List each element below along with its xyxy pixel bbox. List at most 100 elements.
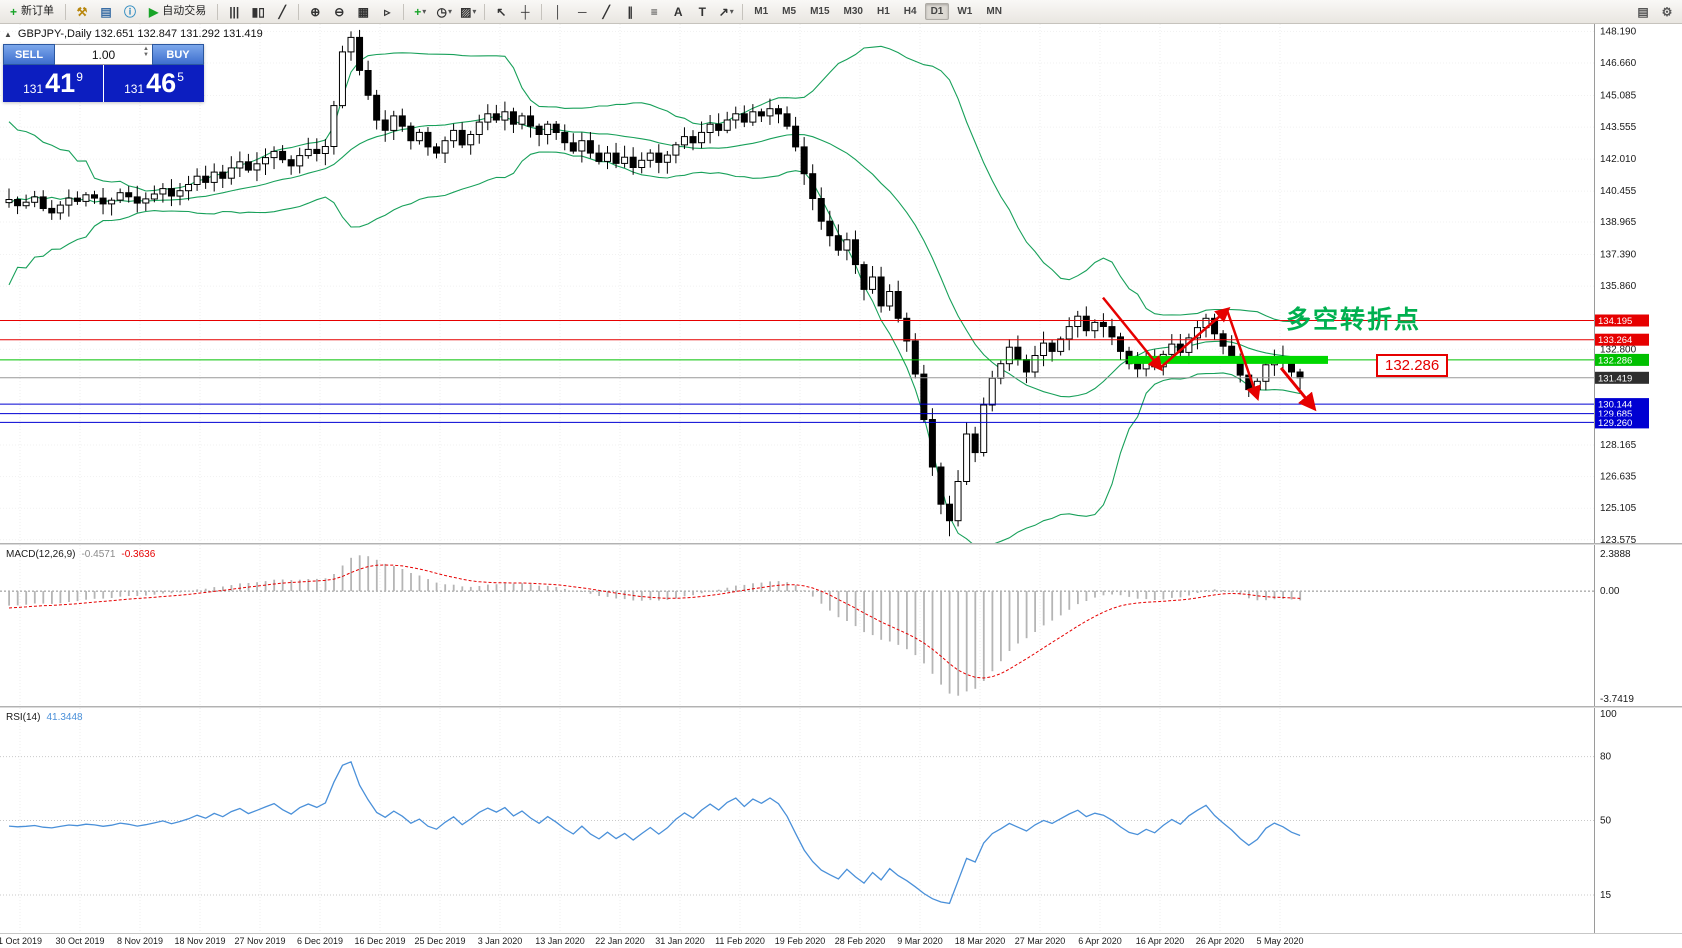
svg-text:100: 100 xyxy=(1600,709,1617,720)
svg-text:133.264: 133.264 xyxy=(1598,335,1632,346)
axis-price-tag[interactable] xyxy=(1595,333,1649,346)
chart-title-row: ▲ GBPJPY-,Daily 132.651 132.847 131.292 … xyxy=(4,28,263,40)
candlestick-chart-icon[interactable]: ▮▯ xyxy=(251,4,265,19)
toolbar-separator xyxy=(65,3,67,20)
pane-divider[interactable] xyxy=(0,543,1682,545)
pane-divider[interactable] xyxy=(0,706,1682,708)
timeframe-h4-button[interactable]: H4 xyxy=(903,6,917,17)
svg-text:137.390: 137.390 xyxy=(1600,249,1637,260)
svg-text:132.286: 132.286 xyxy=(1598,355,1632,366)
sell-price[interactable]: 131 41 9 xyxy=(3,65,103,102)
price-axis: 148.190 146.660 145.085 143.555 142.010 140.4… xyxy=(1594,24,1649,543)
volume-down-icon[interactable]: ▼ xyxy=(143,52,149,58)
chart-annotation-text: 多空转折点 xyxy=(1286,306,1422,334)
timeframe-m15-button[interactable]: M15 xyxy=(810,6,830,17)
text-icon[interactable]: A xyxy=(673,4,683,19)
buy-button[interactable]: BUY xyxy=(152,44,204,65)
time-axis-label: 25 Dec 2019 xyxy=(414,936,466,946)
timeframe-m30-button[interactable]: M30 xyxy=(843,6,863,17)
line-chart-icon[interactable]: ╱ xyxy=(278,4,286,19)
time-axis-label: 16 Apr 2020 xyxy=(1135,936,1185,946)
buy-price[interactable]: 131 46 5 xyxy=(104,65,204,102)
horizontal-lines xyxy=(0,319,1594,423)
grid xyxy=(19,545,1281,706)
timeframe-mn-button[interactable]: MN xyxy=(986,6,1002,17)
axis-price-tag[interactable] xyxy=(1595,353,1649,366)
chart-title: GBPJPY-,Daily 132.651 132.847 131.292 13… xyxy=(17,28,263,40)
text-label-icon[interactable]: T xyxy=(698,4,706,19)
periods-icon[interactable]: ◷ ▾ xyxy=(436,4,453,19)
timeframe-h1-button[interactable]: H1 xyxy=(876,6,890,17)
new-order-button[interactable]: + 新订单 xyxy=(10,4,55,19)
grid xyxy=(0,24,1594,543)
time-axis-label: 18 Mar 2020 xyxy=(954,936,1006,946)
trendline-icon[interactable]: ╱ xyxy=(602,4,610,19)
support-zone-highlight[interactable] xyxy=(1128,355,1328,364)
toolbar: + 新订单 ⚒ ▤ ⓘ ▶ 自动交易 ||| ▮▯ ╱ ⊕ ⊖ ▦ ▹ + ▾ ◷ ▾ ▨ ▾ ↖ ┼ │ ─ ╱ ∥ ≡ A T ↗ ▾ M… xyxy=(0,0,1682,24)
time-axis-label: 19 Feb 2020 xyxy=(774,936,826,946)
toolbar-separator xyxy=(742,3,744,20)
time-axis-label: 1 Oct 2019 xyxy=(0,936,43,946)
templates-icon[interactable]: ▨ ▾ xyxy=(460,4,477,19)
axis-price-tag[interactable] xyxy=(1595,398,1649,411)
time-axis-label: 6 Dec 2019 xyxy=(296,936,344,946)
chart-area: 148.190 146.660 145.085 143.555 142.010 140.4… xyxy=(0,24,1682,948)
svg-text:143.555: 143.555 xyxy=(1600,122,1637,133)
svg-text:0.00: 0.00 xyxy=(1600,586,1620,597)
axis-price-tag[interactable] xyxy=(1595,314,1649,327)
time-axis-label: 5 May 2020 xyxy=(1256,936,1304,946)
tile-windows-icon[interactable]: ▦ xyxy=(357,4,369,19)
settings-icon[interactable]: ⚙ xyxy=(1661,4,1673,19)
vertical-line-icon[interactable]: │ xyxy=(554,4,563,19)
volume-up-icon[interactable]: ▲ xyxy=(143,46,149,52)
price-chart-svg: 148.190 146.660 145.085 143.555 142.010 140.4… xyxy=(0,24,1649,543)
timeframe-w1-button[interactable]: W1 xyxy=(957,6,973,17)
print-preview-icon[interactable]: ▤ xyxy=(1637,4,1649,19)
one-click-collapse-icon[interactable]: ▲ xyxy=(4,29,12,39)
arrows-icon[interactable]: ↗ ▾ xyxy=(718,4,734,19)
price-level-label: 132.286 xyxy=(1376,354,1449,377)
svg-text:138.965: 138.965 xyxy=(1600,217,1637,228)
rsi-axis: 100 80 50 15 xyxy=(1594,708,1617,933)
timeframe-m5-button[interactable]: M5 xyxy=(782,6,797,17)
timeframe-d1-button[interactable]: D1 xyxy=(924,3,950,20)
strategy-tester-icon[interactable]: ▤ xyxy=(100,4,112,19)
time-axis-label: 27 Mar 2020 xyxy=(1014,936,1066,946)
indicators-icon[interactable]: + ▾ xyxy=(414,4,427,19)
channel-icon[interactable]: ∥ xyxy=(627,4,634,19)
time-axis-label: 11 Feb 2020 xyxy=(715,936,765,946)
rsi-line xyxy=(8,760,1301,905)
time-axis-label: 28 Feb 2020 xyxy=(834,936,886,946)
macd-signal-line xyxy=(8,564,1301,679)
crosshair-icon[interactable]: ┼ xyxy=(520,4,530,19)
svg-text:130.144: 130.144 xyxy=(1598,400,1632,411)
svg-text:15: 15 xyxy=(1600,890,1612,901)
volume-input[interactable]: 1.00 ▲ ▼ xyxy=(55,44,152,65)
time-axis-label: 9 Mar 2020 xyxy=(897,936,943,946)
zoom-in-icon[interactable]: ⊕ xyxy=(310,4,321,19)
time-axis[interactable]: 1 Oct 2019 30 Oct 2019 8 Nov 2019 18 Nov 20… xyxy=(0,934,1594,948)
time-axis-label: 13 Jan 2020 xyxy=(535,936,585,946)
svg-text:140.455: 140.455 xyxy=(1600,186,1637,197)
svg-text:125.105: 125.105 xyxy=(1600,503,1637,514)
fibonacci-icon[interactable]: ≡ xyxy=(650,4,658,19)
terminal-icon[interactable]: ⚒ xyxy=(76,4,88,19)
axis-price-tag[interactable] xyxy=(1595,416,1649,429)
svg-text:134.195: 134.195 xyxy=(1598,316,1632,327)
timeframe-m1-button[interactable]: M1 xyxy=(754,6,769,17)
svg-text:142.010: 142.010 xyxy=(1600,154,1637,165)
chart-shift-icon[interactable]: ▹ xyxy=(384,4,391,19)
svg-text:148.190: 148.190 xyxy=(1600,26,1637,37)
horizontal-line-icon[interactable]: ─ xyxy=(577,4,587,19)
cursor-icon[interactable]: ↖ xyxy=(496,4,507,19)
sell-button[interactable]: SELL xyxy=(3,44,55,65)
time-axis-label: 18 Nov 2019 xyxy=(174,936,226,946)
time-axis-label: 26 Apr 2020 xyxy=(1195,936,1245,946)
data-window-icon[interactable]: ⓘ xyxy=(124,4,137,19)
auto-trading-button[interactable]: ▶ 自动交易 xyxy=(149,4,207,19)
candles xyxy=(5,29,1304,537)
axis-price-tag[interactable] xyxy=(1595,371,1649,384)
rsi-pane-svg: 100 80 50 15 RSI(14) 41.3448 xyxy=(0,708,1617,933)
bar-chart-icon[interactable]: ||| xyxy=(229,4,240,19)
zoom-out-icon[interactable]: ⊖ xyxy=(334,4,345,19)
